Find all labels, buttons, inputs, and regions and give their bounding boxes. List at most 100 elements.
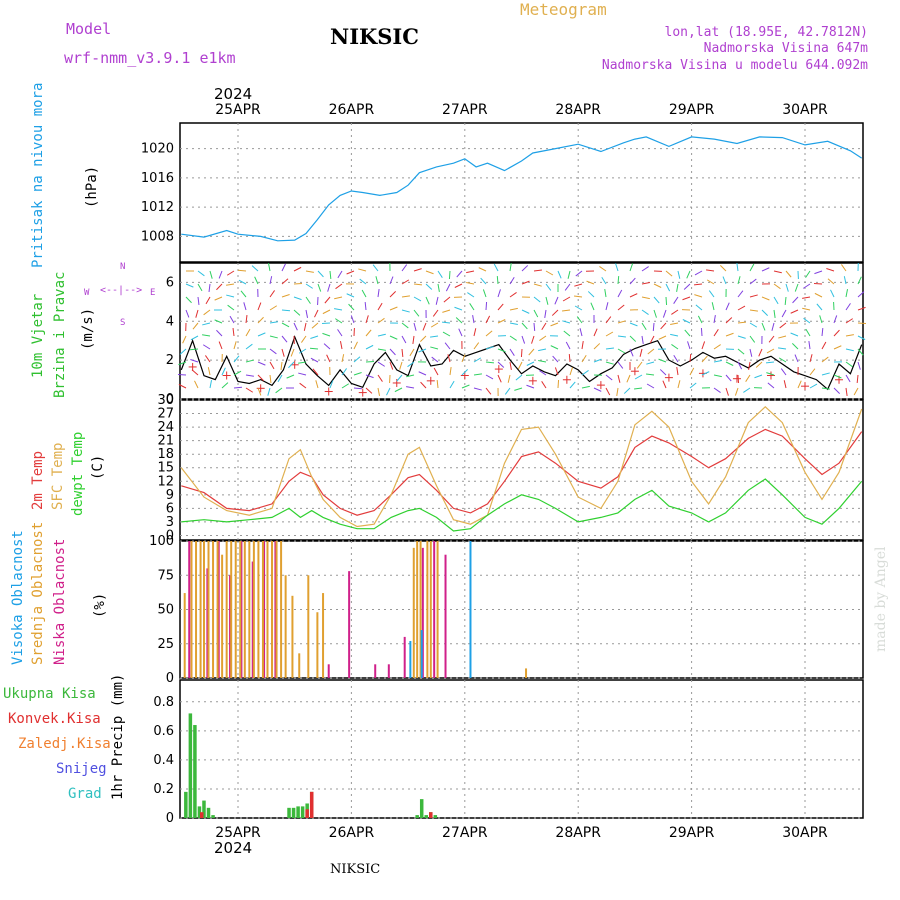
mid_cloud-bar bbox=[221, 554, 224, 678]
wind-arrow bbox=[647, 348, 655, 355]
wind-arrow bbox=[845, 348, 854, 352]
wind-arrow bbox=[514, 387, 523, 391]
wind-arrow bbox=[689, 382, 697, 389]
wind-arrow bbox=[701, 341, 706, 350]
wind-arrow bbox=[281, 335, 288, 343]
wind-arrow bbox=[281, 294, 290, 298]
wind-arrow bbox=[442, 309, 451, 313]
wind-arrow bbox=[843, 276, 847, 285]
wind-arrow bbox=[310, 335, 319, 339]
wind-arrow bbox=[676, 367, 679, 376]
wind-arrow bbox=[676, 283, 679, 292]
wind-arrow bbox=[493, 263, 499, 272]
wind-arrow bbox=[779, 322, 787, 329]
wind-arrow bbox=[745, 374, 751, 382]
wind-arrow bbox=[641, 296, 650, 300]
mid_cloud-bar bbox=[257, 541, 260, 678]
wind-arrow bbox=[444, 342, 451, 350]
wind-arrow bbox=[568, 353, 571, 363]
wind-arrow bbox=[233, 370, 242, 376]
wind-arrow bbox=[298, 361, 307, 364]
wind-arrow bbox=[389, 361, 394, 370]
wind-arrow bbox=[719, 264, 727, 272]
pressure-line bbox=[181, 136, 863, 242]
wind-arrow bbox=[245, 343, 253, 350]
wind-arrow bbox=[557, 379, 560, 389]
wind-arrow bbox=[554, 296, 559, 305]
wind-arrow bbox=[531, 335, 535, 344]
rain_total-bar bbox=[419, 799, 424, 818]
mid_cloud-bar bbox=[436, 541, 439, 678]
wind-arrow bbox=[420, 381, 427, 389]
wind-arrow bbox=[533, 283, 542, 287]
wind-arrow bbox=[659, 369, 667, 376]
pressure-ytick-label: 1020 bbox=[141, 142, 174, 157]
pressure-ytick-label: 1008 bbox=[141, 229, 174, 244]
wind-arrow bbox=[749, 335, 756, 343]
wind-arrow bbox=[413, 296, 422, 302]
wind-arrow bbox=[765, 361, 775, 364]
precip-frame bbox=[179, 679, 864, 819]
wind-arrow bbox=[646, 383, 655, 389]
high_cloud-bar bbox=[469, 541, 472, 678]
temperature-ytick-label: 3 bbox=[166, 515, 174, 530]
wind-arrow bbox=[605, 316, 612, 324]
wind-arrow bbox=[473, 373, 482, 376]
wind-arrow bbox=[269, 321, 278, 324]
mid_cloud-bar bbox=[266, 541, 269, 678]
wind-arrow bbox=[713, 359, 722, 363]
rain_total-bar bbox=[433, 815, 438, 818]
wind-arrow bbox=[205, 355, 211, 363]
wind-arrow bbox=[497, 374, 502, 383]
wind-arrow bbox=[809, 383, 818, 389]
wind-arrow bbox=[245, 328, 251, 337]
wind-arrow bbox=[526, 361, 535, 366]
wind-arrow bbox=[197, 270, 205, 277]
wind-arrow bbox=[202, 322, 211, 326]
wind-arrow bbox=[784, 296, 787, 306]
temperature-frame bbox=[179, 399, 864, 541]
wind-arrow bbox=[569, 381, 576, 389]
altitude-label: Nadmorska Visina 647m bbox=[703, 41, 868, 56]
wind-arrow bbox=[802, 307, 811, 311]
wind-arrow bbox=[833, 374, 842, 379]
wind-arrow bbox=[467, 292, 475, 298]
wind-arrow bbox=[821, 327, 824, 337]
wind-arrow bbox=[281, 278, 289, 285]
wind-arrow bbox=[197, 296, 200, 306]
wind-arrow bbox=[755, 361, 763, 368]
wind-arrow bbox=[364, 301, 367, 311]
date-label-top: 29APR bbox=[669, 102, 715, 118]
wind-arrow bbox=[562, 320, 571, 324]
year-label-bottom: 2024 bbox=[214, 839, 253, 857]
mid_cloud-bar bbox=[419, 541, 422, 678]
wind-arrow bbox=[564, 283, 571, 291]
wind-arrow bbox=[401, 309, 410, 313]
wind-arrow bbox=[665, 283, 671, 292]
wind-arrow bbox=[684, 329, 691, 337]
wind-arrow bbox=[194, 380, 199, 389]
wind-ytick-label: 2 bbox=[166, 353, 174, 368]
wind-arrow bbox=[456, 270, 463, 278]
wind-arrow bbox=[581, 354, 587, 363]
wind-arrow bbox=[841, 264, 847, 272]
wind-arrow bbox=[293, 296, 302, 301]
wind-arrow bbox=[437, 283, 440, 292]
wind-arrow bbox=[275, 387, 283, 394]
wind-arrow bbox=[497, 319, 506, 324]
wind-arrow bbox=[790, 309, 799, 314]
wind-arrow bbox=[449, 367, 452, 376]
rain_total-bar bbox=[197, 806, 202, 818]
wind-arrow bbox=[389, 348, 396, 356]
wind-arrow bbox=[269, 361, 275, 370]
wind-arrow bbox=[593, 358, 602, 363]
wind-arrow bbox=[617, 374, 621, 383]
wind-arrow bbox=[581, 385, 590, 389]
wind-arrow bbox=[671, 309, 679, 315]
wind-arrow bbox=[569, 367, 573, 376]
rain_total-bar bbox=[184, 791, 188, 818]
wind-arrow bbox=[341, 368, 347, 376]
wind-arrow bbox=[399, 361, 403, 370]
wind-arrow bbox=[689, 353, 692, 363]
wind-arrow bbox=[401, 322, 409, 329]
